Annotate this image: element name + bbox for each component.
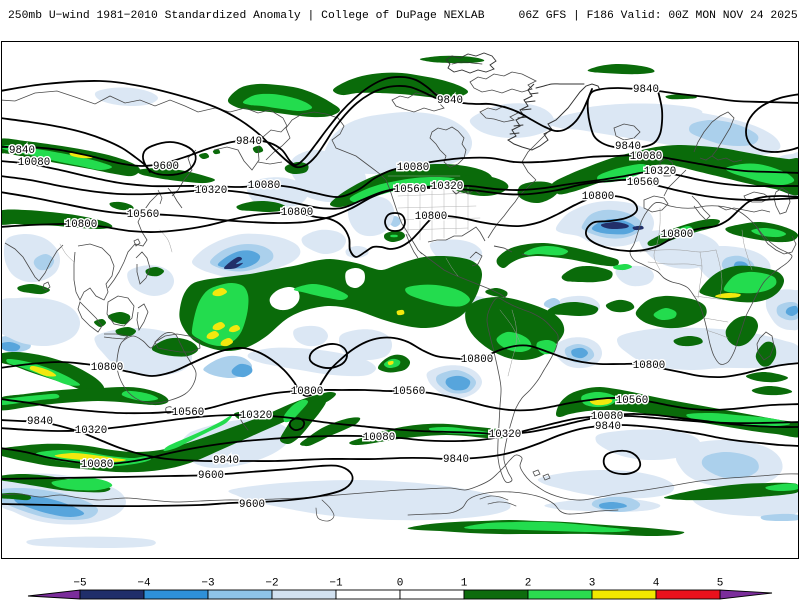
svg-text:2: 2 — [525, 578, 532, 590]
svg-text:10800: 10800 — [461, 354, 493, 366]
svg-text:10080: 10080 — [591, 411, 623, 423]
svg-text:9840: 9840 — [236, 136, 262, 148]
svg-text:9840: 9840 — [9, 145, 35, 157]
svg-text:−2: −2 — [265, 578, 278, 590]
svg-text:10080: 10080 — [630, 151, 662, 163]
svg-text:−3: −3 — [201, 578, 214, 590]
svg-text:10800: 10800 — [281, 207, 313, 219]
svg-text:10560: 10560 — [616, 395, 648, 407]
svg-text:250mb U−wind 1981−2010 Standar: 250mb U−wind 1981−2010 Standardized Anom… — [8, 10, 798, 22]
svg-text:10320: 10320 — [240, 410, 272, 422]
svg-text:10560: 10560 — [127, 209, 159, 221]
svg-text:9840: 9840 — [633, 84, 659, 96]
svg-text:10080: 10080 — [248, 180, 280, 192]
svg-text:9600: 9600 — [239, 499, 265, 511]
svg-text:10320: 10320 — [195, 185, 227, 197]
svg-text:9840: 9840 — [213, 455, 239, 467]
svg-text:9840: 9840 — [443, 454, 469, 466]
svg-text:10560: 10560 — [172, 407, 204, 419]
svg-text:9840: 9840 — [615, 141, 641, 153]
svg-text:10560: 10560 — [393, 386, 425, 398]
svg-text:10800: 10800 — [65, 219, 97, 231]
svg-text:−4: −4 — [137, 578, 151, 590]
svg-text:−1: −1 — [329, 578, 343, 590]
svg-text:3: 3 — [589, 578, 596, 590]
svg-text:10800: 10800 — [91, 362, 123, 374]
svg-text:9840: 9840 — [437, 95, 463, 107]
svg-text:10800: 10800 — [291, 386, 323, 398]
svg-text:10320: 10320 — [431, 181, 463, 193]
svg-text:9840: 9840 — [595, 421, 621, 433]
svg-text:10560: 10560 — [627, 177, 659, 189]
svg-text:10080: 10080 — [397, 162, 429, 174]
svg-text:1: 1 — [461, 578, 468, 590]
svg-text:10080: 10080 — [81, 459, 113, 471]
svg-text:9840: 9840 — [27, 416, 53, 428]
svg-text:0: 0 — [397, 578, 404, 590]
svg-text:10800: 10800 — [415, 211, 447, 223]
svg-text:10080: 10080 — [18, 157, 50, 169]
svg-text:10080: 10080 — [363, 432, 395, 444]
svg-text:10320: 10320 — [644, 166, 676, 178]
svg-text:4: 4 — [653, 578, 660, 590]
svg-text:10800: 10800 — [661, 229, 693, 241]
svg-text:10560: 10560 — [394, 184, 426, 196]
svg-text:10320: 10320 — [489, 429, 521, 441]
svg-text:10800: 10800 — [633, 360, 665, 372]
svg-text:10320: 10320 — [75, 425, 107, 437]
svg-text:10800: 10800 — [582, 191, 614, 203]
svg-text:9600: 9600 — [198, 470, 224, 482]
svg-text:5: 5 — [717, 578, 724, 590]
svg-text:−5: −5 — [73, 578, 86, 590]
svg-text:9600: 9600 — [153, 161, 179, 173]
